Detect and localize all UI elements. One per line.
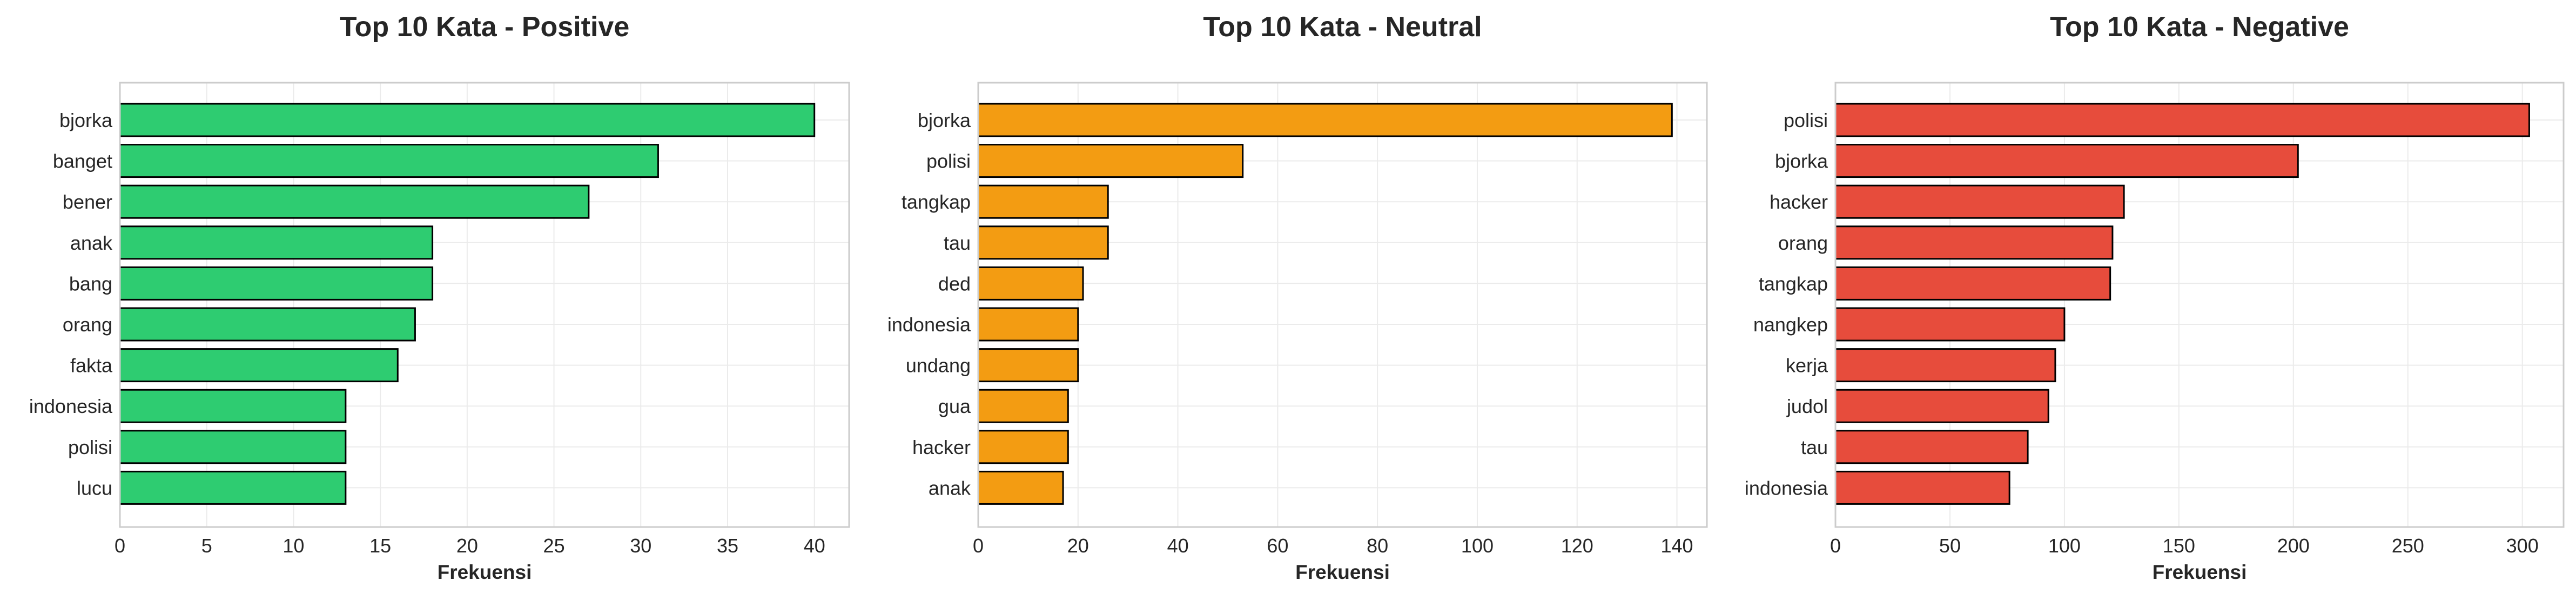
chart-title: Top 10 Kata - Negative: [2050, 11, 2349, 43]
category-label: judol: [1786, 395, 1828, 417]
category-label: ded: [938, 272, 971, 295]
axes-frame: [119, 82, 850, 528]
category-label: orang: [1778, 232, 1828, 254]
bar-polisi: [1834, 103, 2530, 137]
x-tick-label: 20: [456, 535, 478, 557]
x-tick-label: 5: [201, 535, 212, 557]
bar-hacker: [977, 430, 1069, 464]
chart-title: Top 10 Kata - Neutral: [1203, 11, 1482, 43]
category-label: bjorka: [1775, 150, 1828, 172]
bar-indonesia: [119, 389, 347, 423]
x-tick-label: 150: [2163, 535, 2195, 557]
bar-judol: [1834, 389, 2049, 423]
x-tick-label: 40: [1167, 535, 1189, 557]
bar-indonesia: [977, 307, 1079, 342]
x-tick-label: 15: [369, 535, 391, 557]
category-label: tangkap: [1759, 272, 1828, 295]
x-tick-label: 40: [804, 535, 825, 557]
x-tick-label: 10: [283, 535, 304, 557]
bar-tangkap: [977, 184, 1109, 219]
x-tick-label: 100: [1461, 535, 1494, 557]
bar-anak: [119, 225, 434, 260]
bar-bjorka: [119, 103, 816, 137]
x-tick-label: 140: [1661, 535, 1693, 557]
bar-fakta: [119, 348, 399, 383]
bar-ded: [977, 266, 1084, 301]
bar-tau: [977, 225, 1109, 260]
x-tick-label: 200: [2277, 535, 2310, 557]
x-tick-label: 80: [1367, 535, 1388, 557]
category-label: bener: [63, 191, 112, 213]
category-label: gua: [938, 395, 971, 417]
x-tick-label: 60: [1267, 535, 1288, 557]
bar-tau: [1834, 430, 2029, 464]
category-label: lucu: [77, 477, 112, 499]
x-tick-label: 100: [2048, 535, 2081, 557]
category-label: anak: [70, 232, 113, 254]
x-axis-label: Frekuensi: [438, 561, 532, 583]
bar-bang: [119, 266, 434, 301]
category-label: bjorka: [918, 109, 971, 131]
bar-hacker: [1834, 184, 2125, 219]
bar-bjorka: [1834, 144, 2299, 178]
category-label: hacker: [1770, 191, 1828, 213]
x-tick-label: 35: [717, 535, 738, 557]
bar-kerja: [1834, 348, 2056, 383]
x-tick-label: 20: [1067, 535, 1089, 557]
category-label: tangkap: [902, 191, 971, 213]
category-label: nangkep: [1753, 314, 1828, 336]
category-label: indonesia: [887, 314, 971, 336]
bar-banget: [119, 144, 659, 178]
bar-indonesia: [1834, 470, 2010, 505]
category-label: bang: [69, 272, 112, 295]
chart-panel-1: bjorka banget bener anak bang orang fakta indon…: [29, 11, 850, 583]
category-label: indonesia: [29, 395, 113, 417]
x-axis-label: Frekuensi: [1295, 561, 1390, 583]
x-tick-label: 250: [2392, 535, 2424, 557]
bar-polisi: [119, 430, 347, 464]
x-tick-label: 25: [543, 535, 565, 557]
category-label: polisi: [68, 436, 112, 458]
bar-orang: [119, 307, 416, 342]
bar-anak: [977, 470, 1064, 505]
category-label: undang: [906, 355, 971, 377]
category-label: orang: [63, 314, 112, 336]
chart-panel-3: polisi bjorka hacker orang tangkap nangkep ker…: [1745, 11, 2565, 583]
category-label: polisi: [926, 150, 971, 172]
x-tick-label: 300: [2506, 535, 2539, 557]
category-label: tau: [944, 232, 971, 254]
category-label: kerja: [1786, 355, 1828, 377]
axes-frame: [1834, 82, 2565, 528]
x-tick-label: 0: [115, 535, 125, 557]
bar-tangkap: [1834, 266, 2111, 301]
bar-bjorka: [977, 103, 1673, 137]
bar-orang: [1834, 225, 2114, 260]
category-label: indonesia: [1745, 477, 1828, 499]
bar-nangkep: [1834, 307, 2066, 342]
bar-bener: [119, 184, 590, 219]
category-label: banget: [53, 150, 112, 172]
x-tick-label: 0: [1830, 535, 1841, 557]
category-label: hacker: [912, 436, 971, 458]
bar-polisi: [977, 144, 1244, 178]
chart-title: Top 10 Kata - Positive: [340, 11, 630, 43]
x-tick-label: 0: [973, 535, 984, 557]
category-label: anak: [929, 477, 971, 499]
category-label: fakta: [70, 355, 113, 377]
x-tick-label: 120: [1561, 535, 1593, 557]
bar-lucu: [119, 470, 347, 505]
bar-undang: [977, 348, 1079, 383]
x-tick-label: 50: [1939, 535, 1961, 557]
chart-panel-2: bjorka polisi tangkap tau ded indonesia undang…: [887, 11, 1708, 583]
category-label: polisi: [1784, 109, 1828, 131]
axes-frame: [977, 82, 1708, 528]
category-label: tau: [1801, 436, 1828, 458]
bar-gua: [977, 389, 1069, 423]
category-label: bjorka: [59, 109, 113, 131]
x-axis-label: Frekuensi: [2153, 561, 2247, 583]
x-tick-label: 30: [630, 535, 651, 557]
